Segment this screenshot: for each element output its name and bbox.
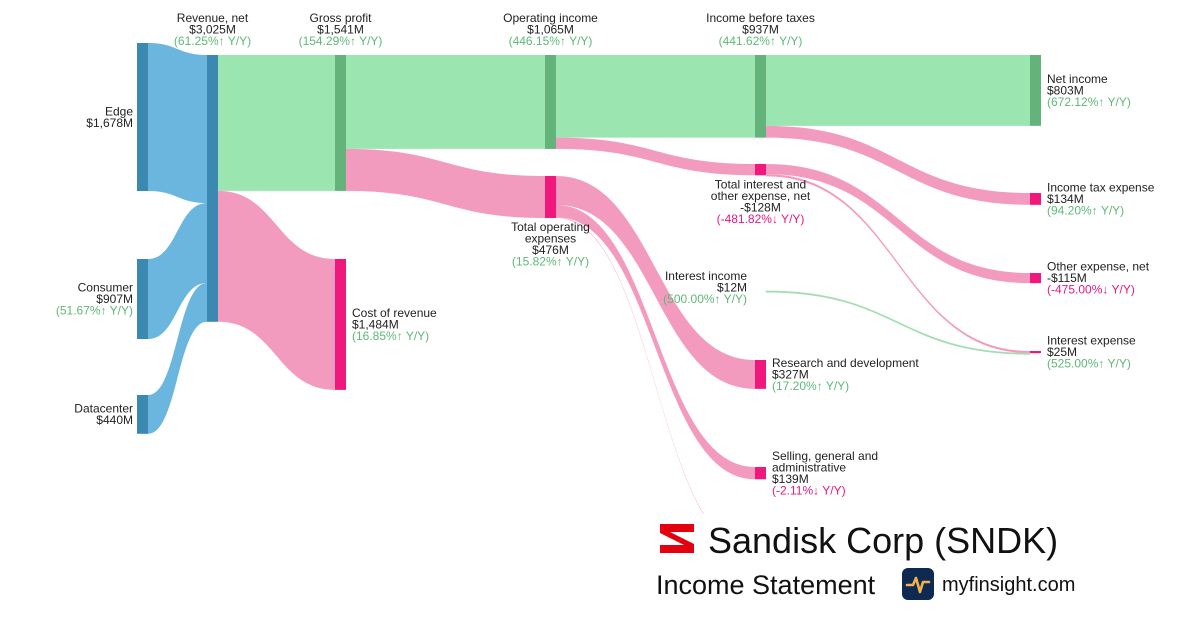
node-sga [755, 467, 766, 480]
node-revenue [207, 55, 218, 322]
flow-edge-to-revenue [148, 43, 207, 203]
flow-gross-to-opinc [346, 55, 545, 149]
sankey-labels: Edge $1,678M Consumer $907M (51.67%↑ Y/Y) Dat… [56, 11, 1155, 571]
flow-opinc-to-tie [556, 137, 755, 176]
node-opinc [545, 55, 556, 149]
node-intexp [1030, 351, 1041, 354]
myfinsight-pulse-icon [902, 568, 934, 600]
node-tie [755, 164, 766, 176]
flow-intinc-to-intexp [765, 290, 1031, 355]
node-cor [335, 259, 346, 390]
sandisk-logo-icon [660, 524, 694, 553]
label-opinc: Operating income $1,065M (446.15%↑ Y/Y) [503, 11, 598, 48]
branding-panel: Sandisk Corp (SNDK) Income Statement myf… [656, 514, 1176, 624]
flow-opex-to-sga [556, 204, 755, 480]
flow-opex-to-rnd [556, 176, 755, 389]
label-intexp: Interest expense $25M (525.00%↑ Y/Y) [1047, 334, 1136, 371]
node-other [1030, 273, 1041, 284]
sankey-links [148, 43, 1031, 553]
node-net [1030, 55, 1041, 126]
label-other: Other expense, net -$115M (-475.00%↓ Y/Y) [1047, 260, 1150, 297]
flow-gross-to-opex [346, 148, 545, 218]
flow-revenue-to-gross [218, 55, 335, 191]
label-sga: Selling, general and administrative $139M(… [772, 449, 878, 498]
label-net: Net income $803M (672.12%↑ Y/Y) [1047, 72, 1131, 109]
flow-ibt-to-net [766, 55, 1030, 126]
node-ibt [755, 55, 766, 138]
node-rnd [755, 360, 766, 389]
statement-subtitle: Income Statement [656, 570, 876, 600]
node-tax [1030, 193, 1041, 205]
flow-datacenter-to-revenue [148, 282, 207, 434]
node-consumer [137, 259, 148, 339]
label-edge: Edge $1,678M [86, 104, 133, 130]
node-gross [335, 55, 346, 191]
label-revenue: Revenue, net $3,025M (61.25%↑ Y/Y) [174, 11, 251, 48]
label-consumer: Consumer $907M (51.67%↑ Y/Y) [56, 280, 133, 317]
site-name: myfinsight.com [942, 574, 1076, 596]
label-rnd: Research and development $327M (17.20%↑ Y/… [772, 356, 919, 393]
flow-opex-to-restr [556, 217, 755, 553]
sankey-nodes [137, 43, 1041, 553]
flow-tie-to-other [766, 164, 1030, 284]
flow-ibt-to-tax [766, 125, 1030, 205]
label-tax: Income tax expense $134M (94.20%↑ Y/Y) [1047, 180, 1155, 217]
flow-tie-to-intexp [766, 174, 1030, 354]
flow-consumer-to-revenue [148, 203, 207, 339]
flow-opinc-to-ibt [556, 55, 755, 138]
flow-revenue-to-cor [218, 190, 335, 390]
label-intinc: Interest income $12M (500.00%↑ Y/Y) [663, 269, 747, 306]
node-datacenter [137, 395, 148, 434]
label-gross: Gross profit $1,541M (154.29%↑ Y/Y) [299, 11, 383, 48]
label-opex: Total operating expenses $476M (15.82%↑ Y/Y… [511, 220, 590, 269]
label-cor: Cost of revenue $1,484M (16.85%↑ Y/Y) [352, 306, 437, 343]
node-edge [137, 43, 148, 191]
label-tie: Total interest and other expense, net -$12… [711, 177, 811, 226]
company-title: Sandisk Corp (SNDK) [708, 520, 1059, 561]
label-ibt: Income before taxes $937M (441.62%↑ Y/Y) [706, 11, 815, 48]
node-opex [545, 176, 556, 218]
label-datacenter: Datacenter $440M [74, 402, 133, 428]
